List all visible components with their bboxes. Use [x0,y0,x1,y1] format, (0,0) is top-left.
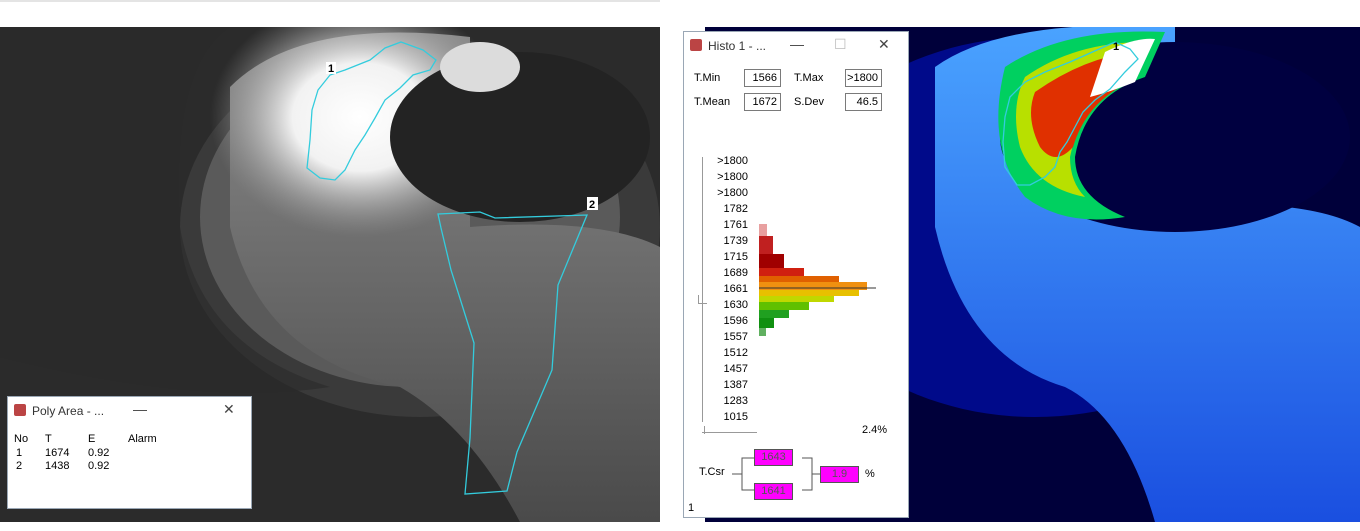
title-bar: Histo 1 - ... — ☐ ✕ [684,32,908,58]
scale-label: 1630 [723,299,748,311]
app-icon [14,404,26,416]
polygon-label: 1 [328,63,334,75]
scale-label: >1800 [717,187,748,199]
polygon-1 [306,41,437,181]
cursor-bracket [732,457,820,491]
field-value: >1800 [845,69,882,87]
scale-label: 1457 [723,363,748,375]
scale-label: 1387 [723,379,748,391]
polygon-2 [437,211,588,495]
window-title: Histo 1 - ... [708,39,767,53]
polygon-label: 2 [589,199,595,211]
cursor-label: T.Csr [699,466,725,478]
poly-area-window: Poly Area - ... — ✕ No T E Alarm 1 1674 0.92 2 1… [7,396,252,509]
table-cell: 0.92 [88,447,110,459]
left-thermal-image: 1 2 [0,27,660,522]
field-label: T.Max [794,72,824,84]
minimize-button[interactable]: — [790,36,804,52]
table-header: T [45,433,52,445]
table-cell: 0.92 [88,460,110,472]
status: 1 [688,502,695,514]
field-label: T.Min [694,72,721,84]
scale-label: 1761 [723,219,748,231]
table-cell: 1674 [45,447,70,459]
slider-thumb[interactable] [698,295,707,304]
field-label: S.Dev [794,96,824,108]
window-title: Poly Area - ... [32,404,105,418]
cursor-lower: 1641 [754,483,793,500]
slider-track [702,157,703,422]
app-icon [690,39,702,51]
scale-label: 1689 [723,267,748,279]
percent: 2.4% [862,424,888,436]
field-value: 46.5 [845,93,882,111]
slider-track [702,432,757,433]
table-header: No [14,433,29,445]
histogram [759,224,876,336]
table-header: Alarm [128,433,157,445]
maximize-button[interactable]: ☐ [834,36,847,52]
scale-label: 1661 [723,283,748,295]
histo-window: Histo 1 - ... — ☐ ✕ T.Min 1566 T.Max >1800 T… [683,31,909,518]
label-bg [587,197,598,210]
scale-label: 1596 [723,315,748,327]
title-bar: Poly Area - ... — ✕ [8,397,251,423]
table-header: E [88,433,96,445]
scale-label: 1512 [723,347,748,359]
scale-label: >1800 [717,171,748,183]
polygon-label: 1 [1113,41,1119,53]
table-cell: 2 [16,460,23,472]
scale-label: 1715 [723,251,748,263]
cursor-diff: 1.9 [820,466,859,483]
table-cell: 1438 [45,460,70,472]
field-value: 1672 [744,93,781,111]
label-bg [326,62,336,74]
close-button[interactable]: ✕ [878,36,890,52]
scale-label: 1283 [723,395,748,407]
table-cell: 1 [16,447,23,459]
cursor-upper: 1643 [754,449,793,466]
close-button[interactable]: ✕ [223,401,235,417]
scale-label: >1800 [717,155,748,167]
field-label: T.Mean [694,96,731,108]
cursor-unit: % [865,468,875,480]
top-strip [0,0,660,2]
scale-label: 1782 [723,203,748,215]
scale-label: 1739 [723,235,748,247]
slider-thumb[interactable] [704,426,705,434]
scale-label: 1015 [723,411,748,423]
minimize-button[interactable]: — [133,401,147,417]
polygon-1 [1002,41,1139,186]
field-value: 1566 [744,69,781,87]
scale-label: 1557 [723,331,748,343]
